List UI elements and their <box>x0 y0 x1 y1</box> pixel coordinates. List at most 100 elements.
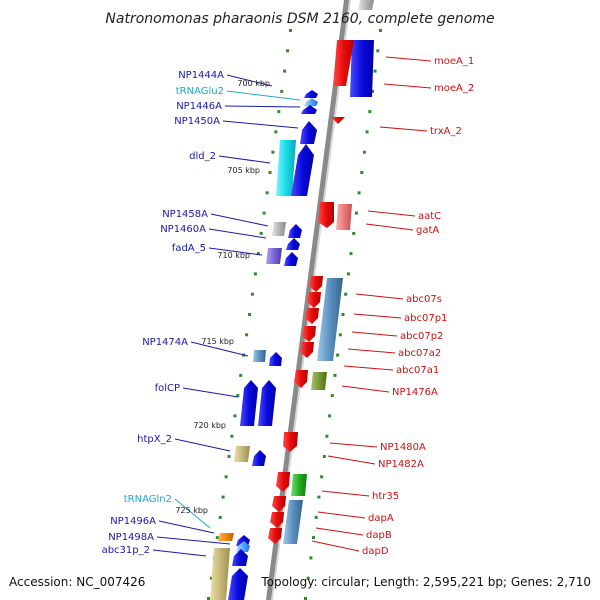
forward-strand-genes <box>210 0 374 600</box>
gene-arrow <box>258 380 276 426</box>
left-gene-label: NP1474A <box>142 337 188 348</box>
label-connector <box>383 83 432 89</box>
gene-arrow <box>284 252 298 266</box>
scale-tick-label: 725 kbp <box>175 506 208 515</box>
tick-dot <box>320 475 324 479</box>
left-gene-label: NP1496A <box>110 516 156 527</box>
label-connector <box>321 490 370 497</box>
tick-dot <box>218 515 222 519</box>
tick-dot <box>224 475 228 479</box>
gene-box <box>358 0 374 10</box>
tick-dot <box>365 130 369 134</box>
left-gene-label: NP1444A <box>178 70 224 81</box>
scale-tick-label: 715 kbp <box>201 337 234 346</box>
gene-box <box>253 350 266 362</box>
gene-arrow <box>305 308 319 324</box>
gene-arrow <box>300 342 314 358</box>
gene-arrow <box>252 450 266 466</box>
tick-dot <box>325 434 329 438</box>
left-gene-label: htpX_2 <box>137 434 172 445</box>
label-connector <box>379 126 428 132</box>
tick-dot <box>322 455 326 458</box>
gene-arrow <box>270 512 284 528</box>
right-gene-label: gatA <box>416 225 439 236</box>
gene-labels: NP1444A tRNAGlu2 NP1446A NP1450A dld_2 NP1458… <box>102 56 475 557</box>
tick-dot <box>283 69 287 73</box>
label-connector <box>351 331 398 337</box>
tick-dot <box>371 89 374 93</box>
tick-dot <box>259 231 263 235</box>
right-gene-label: dapB <box>366 530 392 541</box>
gene-arrow <box>294 370 308 388</box>
tick-dot <box>373 69 377 73</box>
gene-arrow <box>304 90 318 98</box>
tick-dot <box>352 231 356 235</box>
gene-arrow <box>291 144 314 196</box>
tick-dot <box>306 576 310 580</box>
label-connector <box>174 438 231 452</box>
tick-dot <box>253 272 257 276</box>
gene-box <box>333 40 354 86</box>
left-gene-label: tRNAGln2 <box>124 494 172 505</box>
right-gene-label: abc07p1 <box>404 313 447 324</box>
gene-box <box>283 500 303 544</box>
tick-dot <box>336 353 340 357</box>
scale-tick-label: 705 kbp <box>227 166 260 175</box>
gene-arrow <box>240 380 258 426</box>
gene-arrow <box>286 238 300 250</box>
gene-arrow <box>269 352 282 366</box>
left-gene-label: fadA_5 <box>172 243 206 254</box>
topology-label: Topology: circular; Length: 2,595,221 bp… <box>260 575 591 589</box>
label-connector <box>226 90 301 101</box>
label-connector <box>208 247 263 256</box>
right-gene-label: abc07s <box>406 294 442 305</box>
left-gene-label: dld_2 <box>189 151 216 162</box>
tick-dot <box>333 373 337 377</box>
tick-dot <box>280 89 284 93</box>
gene-arrow <box>283 432 298 452</box>
label-connector <box>152 549 207 557</box>
tick-dot <box>215 536 219 540</box>
right-gene-label: aatC <box>418 211 441 222</box>
left-gene-label: NP1458A <box>162 209 208 220</box>
gene-arrow <box>300 121 317 144</box>
tick-dot <box>357 191 361 195</box>
gene-box <box>350 40 374 97</box>
tick-dot <box>262 211 266 215</box>
label-connector <box>341 385 390 393</box>
gene-arrow <box>268 528 282 544</box>
scale-ticks: 700 kbp 705 kbp 710 kbp 715 kbp 720 kbp 725 k… <box>175 79 270 515</box>
label-connector <box>222 120 299 129</box>
label-connector <box>367 210 416 217</box>
gene-arrow <box>304 98 318 106</box>
tick-dot <box>256 252 260 256</box>
tick-dot <box>314 515 318 519</box>
tick-dot <box>250 292 254 296</box>
label-connector <box>317 511 366 519</box>
gene-arrow <box>276 472 290 492</box>
gene-arrow <box>288 224 302 238</box>
gene-arrow <box>302 326 316 342</box>
gene-arrow <box>331 117 345 124</box>
right-gene-label: htr35 <box>372 491 399 502</box>
reverse-strand-genes <box>268 117 352 544</box>
tick-dot <box>317 495 321 499</box>
label-connector <box>208 228 267 239</box>
tick-dot <box>209 576 213 580</box>
gene-box <box>218 533 234 541</box>
right-gene-label: NP1482A <box>378 459 424 470</box>
label-connector <box>347 348 396 354</box>
tick-dot <box>286 49 290 53</box>
tick-dot <box>330 394 334 398</box>
label-connector <box>174 498 211 529</box>
gene-box <box>291 474 307 496</box>
label-connector <box>311 540 360 552</box>
tick-dot <box>236 394 240 398</box>
map-title: Natronomonas pharaonis DSM 2160, complet… <box>105 11 494 27</box>
label-connector <box>190 341 249 357</box>
label-connectors <box>152 56 432 557</box>
scale-tick-label: 720 kbp <box>193 421 226 430</box>
left-gene-label: NP1446A <box>176 101 222 112</box>
gene-box <box>210 548 230 600</box>
